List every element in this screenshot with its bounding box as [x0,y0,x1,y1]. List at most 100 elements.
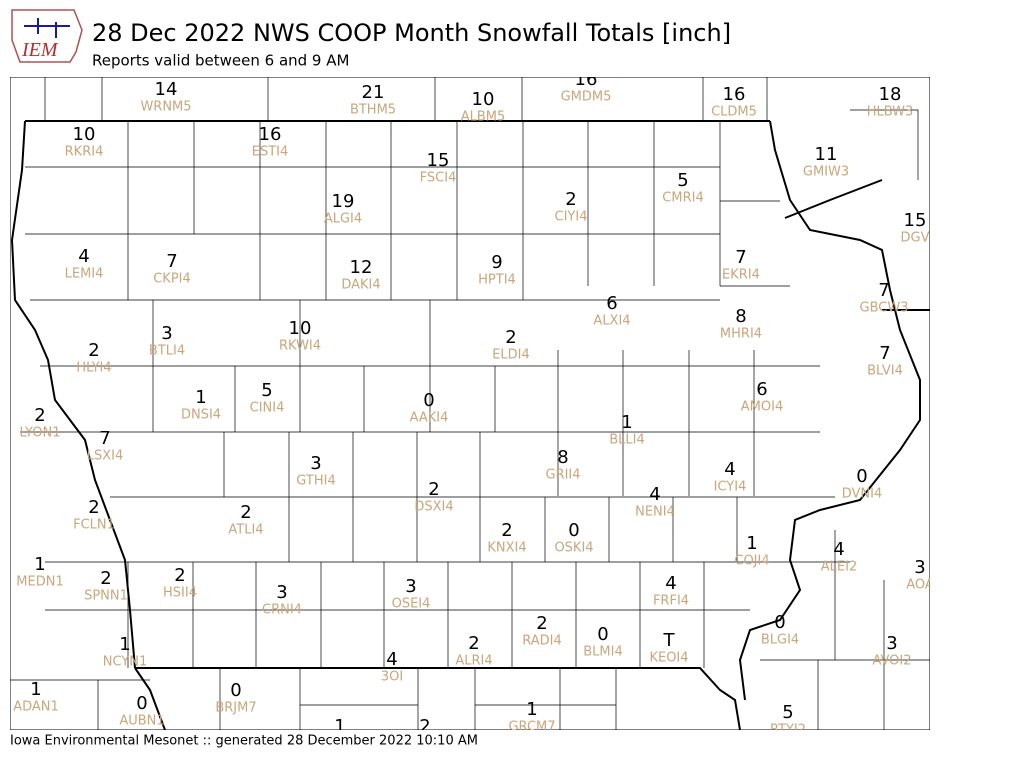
station-value: 0 [856,466,867,487]
station-code: FSCI4 [420,171,457,186]
station-value: 1 [334,716,345,737]
station-code: EKRI4 [722,268,760,283]
station-value: 7 [99,428,110,449]
station-value: 0 [568,520,579,541]
station-value: 2 [88,497,99,518]
station-code: RKWI4 [279,339,321,354]
station-value: 10 [289,318,312,339]
station-code: AVOI2 [872,654,911,669]
station-value: 10 [472,89,495,110]
station-code: CMRI4 [662,191,703,206]
state-borders [10,77,930,730]
logo-text: IEM [21,39,59,61]
station-value: 1 [195,387,206,408]
station-value: 9 [491,252,502,273]
station-code: ALXI4 [593,314,630,329]
station-code: AUBN1 [119,714,164,729]
subtitle: Reports valid between 6 and 9 AM [92,52,349,70]
station-code: LEMI4 [65,267,104,282]
title: 28 Dec 2022 NWS COOP Month Snowfall Tota… [92,19,731,47]
station-value: 7 [878,280,889,301]
station-code: CLDM5 [711,105,757,120]
station-value: 1 [30,679,41,700]
station-value: 0 [597,624,608,645]
station-value: 4 [833,539,844,560]
station-code: CKPI4 [153,272,191,287]
station-value: 12 [350,257,373,278]
station-code: 3OI [381,670,403,685]
station-code: ADAN1 [13,700,59,715]
station-code: ELDI4 [492,348,530,363]
station-code: WRNM5 [140,100,191,115]
station-value: 2 [505,327,516,348]
station-value: 15 [427,150,450,171]
station-code: KNXI4 [487,541,526,556]
station-value: 2 [34,405,45,426]
station-code: GMIW3 [803,165,849,180]
station-value: 2 [565,189,576,210]
station-value: 0 [230,680,241,701]
station-code: CRNI4 [262,603,302,618]
station-value: 2 [501,520,512,541]
station-code: RKRI4 [65,145,104,160]
station-code: MHRI4 [720,327,762,342]
station-value: 18 [879,84,902,105]
station-code: KEOI4 [649,651,688,666]
station-value: 6 [606,293,617,314]
station-value: 1 [621,412,632,433]
station-code: BRJM7 [215,701,256,716]
station-code: ALEI2 [821,560,857,575]
station-value: 10 [73,124,96,145]
station-value: 19 [332,191,355,212]
station-code: MEDN1 [16,575,63,590]
station-code: HLBW3 [867,105,914,120]
station-code: COJI4 [734,554,769,569]
station-code: BLGI4 [761,633,799,648]
station-value: 7 [166,251,177,272]
station-code: GRII4 [545,468,580,483]
station-value: 5 [677,170,688,191]
station-code: GMDM5 [561,90,612,105]
station-code: GRCM7 [508,720,555,735]
station-value: 7 [735,247,746,268]
station-code: BLMI4 [583,645,622,660]
station-code: CIYI4 [555,210,588,225]
station-value: 4 [665,573,676,594]
station-code: CINI4 [250,401,285,416]
station-value: 4 [724,459,735,480]
station-code: AMOI4 [741,400,783,415]
footer: Iowa Environmental Mesonet :: generated … [10,734,478,749]
station-value: 1 [746,533,757,554]
station-code: FRFI4 [653,594,689,609]
station-value: 5 [782,702,793,723]
station-code: ICYI4 [714,480,747,495]
station-value: 7 [879,343,890,364]
station-value: 4 [649,484,660,505]
station-code: RADI4 [522,634,562,649]
station-value: 16 [723,84,746,105]
station-code: HLYI4 [76,361,111,376]
station-code: GBCW3 [860,301,909,316]
station-code: HPTI4 [478,273,516,288]
station-code: NENI4 [635,505,675,520]
station-value: 2 [536,613,547,634]
station-value: 3 [405,576,416,597]
station-value: 16 [259,124,282,145]
station-code: ALGI4 [324,212,362,227]
station-value: 3 [276,582,287,603]
station-code: DNSI4 [181,408,221,423]
station-value: 15 [904,210,927,231]
county-lines [10,77,930,730]
station-value: 2 [428,479,439,500]
station-code: ALBM5 [461,110,506,125]
station-code: DAKI4 [341,278,380,293]
station-value: 5 [261,380,272,401]
station-code: ATLI4 [228,523,263,538]
station-code: DSXI4 [414,500,453,515]
logo: IEM [11,9,83,63]
station-value: 2 [468,633,479,654]
station-code: BTHM5 [350,103,396,118]
station-value: 8 [557,447,568,468]
station-value: 8 [735,306,746,327]
